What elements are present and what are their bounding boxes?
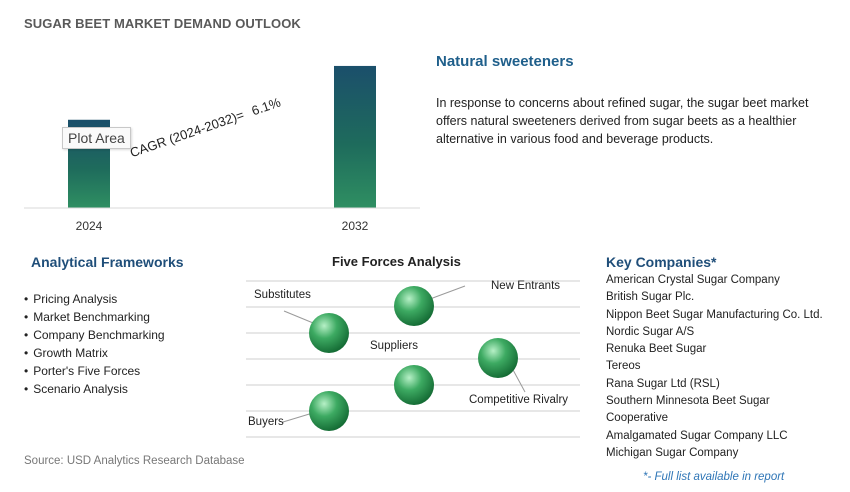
- company-item: Nordic Sugar A/S: [606, 325, 695, 338]
- label-suppliers: Suppliers: [370, 340, 418, 352]
- frameworks-title: Analytical Frameworks: [31, 254, 184, 270]
- five-forces-title: Five Forces Analysis: [332, 254, 461, 269]
- framework-item: Scenario Analysis: [24, 380, 165, 398]
- info-title: Natural sweeteners: [436, 53, 574, 70]
- label-substitutes: Substitutes: [254, 289, 311, 301]
- frameworks-list: Pricing Analysis Market Benchmarking Com…: [24, 290, 165, 398]
- info-text: In response to concerns about refined su…: [436, 96, 809, 146]
- x-tick-2024: 2024: [76, 219, 103, 233]
- companies-list: American Crystal Sugar Company British S…: [606, 272, 826, 468]
- company-item: Amalgamated Sugar Company LLC: [606, 429, 788, 442]
- framework-item: Market Benchmarking: [24, 308, 165, 326]
- company-item: Tereos: [606, 360, 641, 373]
- bars-layer: [68, 65, 376, 208]
- company-item: American Crystal Sugar Company: [606, 274, 780, 286]
- company-item: Renuka Beet Sugar: [606, 343, 707, 356]
- x-tick-2032: 2032: [342, 219, 369, 233]
- framework-item: Pricing Analysis: [24, 290, 165, 308]
- sphere-substitutes: [309, 313, 349, 353]
- sphere-competitive-rivalry: [478, 338, 518, 378]
- sphere-suppliers: [394, 365, 434, 405]
- sphere-buyers: [309, 391, 349, 431]
- bar-2032: [334, 65, 376, 208]
- company-item: Michigan Sugar Company: [606, 446, 739, 459]
- company-item: British Sugar Plc.: [606, 291, 695, 304]
- label-competitive-rivalry: Competitive Rivalry: [469, 394, 569, 406]
- companies-note[interactable]: *- Full list available in report: [643, 471, 785, 483]
- company-item: Nippon Beet Sugar Manufacturing Co. Ltd.: [606, 308, 823, 321]
- framework-item: Growth Matrix: [24, 344, 165, 362]
- source-note: Source: USD Analytics Research Database: [24, 455, 245, 467]
- sphere-new-entrants: [394, 286, 434, 326]
- plot-area-tag: Plot Area: [62, 127, 131, 149]
- page-title: SUGAR BEET MARKET DEMAND OUTLOOK: [24, 16, 301, 31]
- companies-title: Key Companies*: [606, 254, 717, 270]
- label-new-entrants: New Entrants: [491, 280, 561, 292]
- label-buyers: Buyers: [248, 416, 284, 428]
- framework-item: Porter's Five Forces: [24, 362, 165, 380]
- framework-item: Company Benchmarking: [24, 326, 164, 344]
- company-item: Rana Sugar Ltd (RSL): [606, 377, 720, 390]
- company-item: Southern Minnesota Beet Sugar Cooperativ…: [606, 395, 770, 425]
